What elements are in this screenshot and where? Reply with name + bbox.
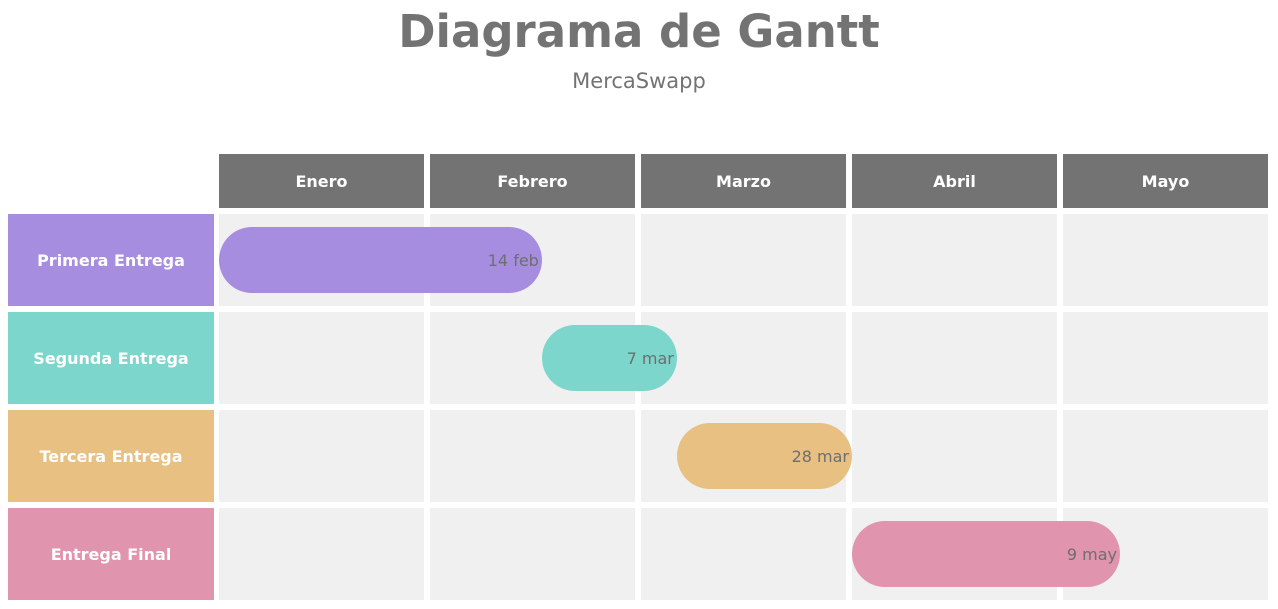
month-header-mayo: Mayo: [1063, 154, 1268, 208]
task-bar[interactable]: 14 feb: [219, 227, 542, 293]
task-bar[interactable]: 28 mar: [676, 423, 852, 489]
grid-cell: [1063, 312, 1268, 404]
task-label: Primera Entrega: [8, 214, 214, 306]
grid-cell: [852, 214, 1057, 306]
grid-cell: [641, 214, 846, 306]
task-bar[interactable]: 9 may: [852, 521, 1120, 587]
task-bar[interactable]: 7 mar: [541, 325, 677, 391]
month-header-febrero: Febrero: [430, 154, 635, 208]
grid-cell: [641, 508, 846, 600]
grid-cell: [219, 508, 424, 600]
grid-cell: [219, 312, 424, 404]
chart-title: Diagrama de Gantt: [398, 5, 880, 58]
task-label: Segunda Entrega: [8, 312, 214, 404]
task-label: Tercera Entrega: [8, 410, 214, 502]
grid-cell: [852, 410, 1057, 502]
month-header-enero: Enero: [219, 154, 424, 208]
chart-subtitle: MercaSwapp: [572, 69, 706, 93]
grid-cell: [1063, 410, 1268, 502]
task-end-date: 9 may: [1066, 544, 1117, 564]
grid-cell: [430, 410, 635, 502]
grid-cell: [219, 410, 424, 502]
task-end-date: 28 mar: [791, 446, 849, 466]
month-header-abril: Abril: [852, 154, 1057, 208]
task-end-date: 7 mar: [626, 348, 674, 368]
grid-cell: [430, 508, 635, 600]
month-header-marzo: Marzo: [641, 154, 846, 208]
task-end-date: 14 feb: [487, 250, 539, 270]
task-label: Entrega Final: [8, 508, 214, 600]
grid-cell: [852, 312, 1057, 404]
grid-cell: [1063, 214, 1268, 306]
